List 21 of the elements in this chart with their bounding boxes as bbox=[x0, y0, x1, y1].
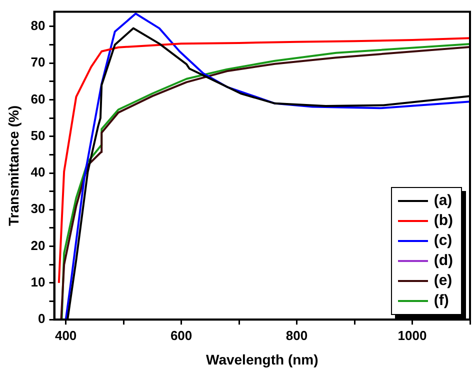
y-tick-label: 30 bbox=[30, 201, 46, 216]
legend-label: (a) bbox=[434, 191, 452, 211]
x-tick-label: 800 bbox=[286, 328, 308, 343]
y-tick-label: 40 bbox=[30, 164, 46, 180]
x-tick-label: 1000 bbox=[398, 328, 427, 343]
legend-label: (b) bbox=[434, 211, 453, 231]
x-tick-label: 400 bbox=[54, 328, 77, 343]
x-axis-title: Wavelength (nm) bbox=[206, 351, 318, 368]
legend-label: (c) bbox=[434, 231, 452, 251]
legend-label: (f) bbox=[434, 291, 449, 311]
legend-label: (d) bbox=[434, 251, 453, 271]
y-tick-label: 50 bbox=[30, 128, 46, 143]
legend-label: (e) bbox=[434, 271, 452, 291]
y-tick-label: 70 bbox=[30, 54, 46, 70]
y-axis-title: Transmittance (%) bbox=[5, 105, 22, 226]
y-tick-label: 20 bbox=[30, 238, 46, 253]
y-tick-label: 10 bbox=[30, 274, 46, 290]
y-tick-label: 0 bbox=[38, 311, 46, 326]
x-tick-label: 600 bbox=[170, 328, 192, 343]
y-tick-label: 80 bbox=[30, 18, 46, 34]
y-tick-label: 60 bbox=[30, 91, 46, 106]
